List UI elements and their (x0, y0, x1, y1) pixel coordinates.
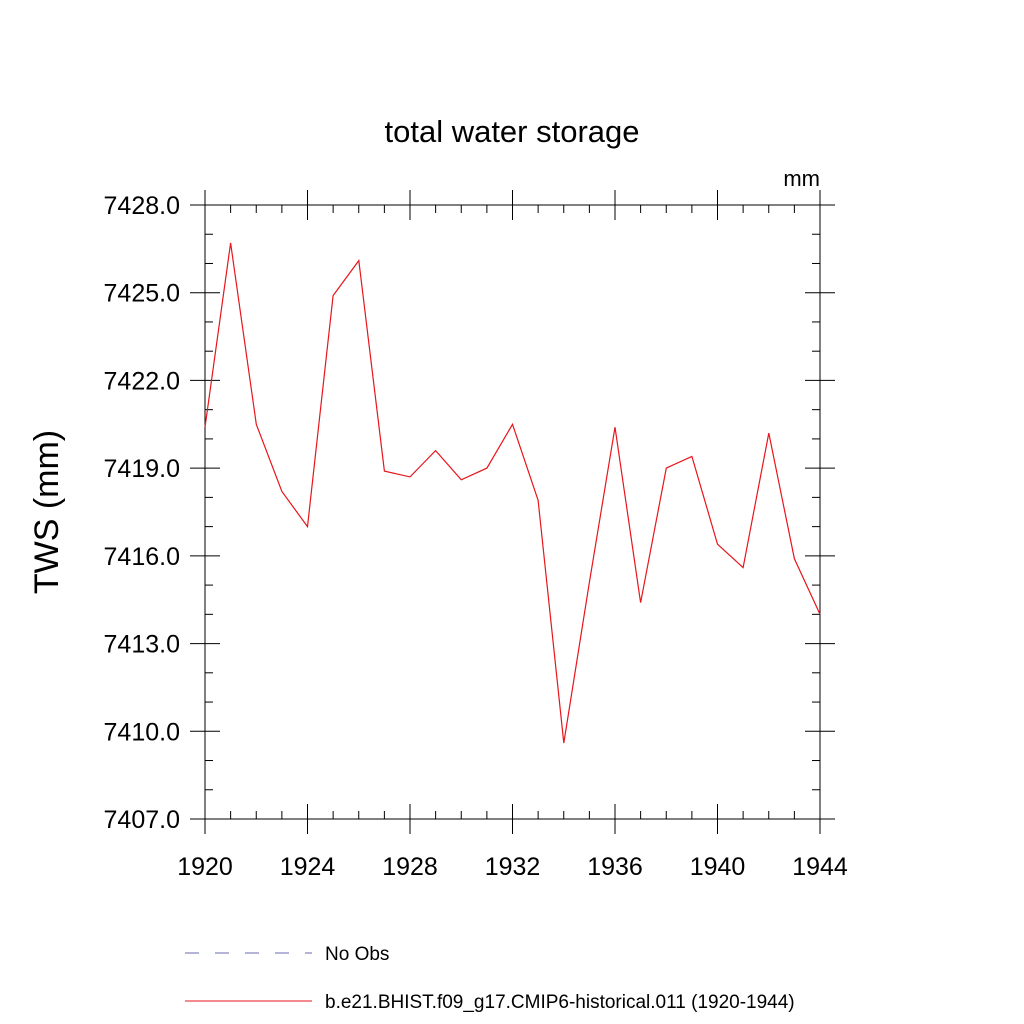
x-tick-labels: 1920 1924 1928 1932 1936 1940 1944 (177, 853, 848, 881)
series-point (306, 525, 308, 527)
minor-ticks (205, 205, 820, 819)
x-tick-label: 1924 (280, 853, 336, 881)
x-tick-label: 1936 (587, 853, 643, 881)
series-point (563, 742, 565, 744)
series-point (229, 242, 231, 244)
y-tick-label: 7419.0 (104, 455, 180, 483)
x-tick-label: 1940 (690, 853, 746, 881)
series-point (383, 470, 385, 472)
series-point (691, 455, 693, 457)
y-tick-labels: 7407.0 7410.0 7413.0 7416.0 7419.0 7422.0 7425… (104, 192, 180, 834)
y-axis-label: TWS (mm) (28, 430, 66, 594)
series-layer (204, 242, 821, 744)
y-tick-label: 7422.0 (104, 367, 180, 395)
x-tick-label: 1944 (792, 853, 848, 881)
legend-label-no-obs: No Obs (325, 944, 389, 965)
y-tick-label: 7410.0 (104, 718, 180, 746)
series-point (819, 613, 821, 615)
series-point (434, 449, 436, 451)
series-point (486, 467, 488, 469)
legend-label-historical: b.e21.BHIST.f09_g17.CMIP6-historical.011… (325, 992, 795, 1013)
x-tick-label: 1920 (177, 853, 233, 881)
series-point (332, 294, 334, 296)
series-point (409, 476, 411, 478)
series-point (588, 581, 590, 583)
series-point (742, 566, 744, 568)
y-tick-label: 7407.0 (104, 806, 180, 834)
series-point (460, 479, 462, 481)
series-point (716, 543, 718, 545)
x-tick-label: 1932 (485, 853, 541, 881)
series-point (768, 432, 770, 434)
legend: No Obs b.e21.BHIST.f09_g17.CMIP6-histori… (185, 944, 795, 1013)
y-tick-label: 7428.0 (104, 192, 180, 220)
series-point (639, 601, 641, 603)
series-point (281, 490, 283, 492)
chart-title: total water storage (384, 114, 639, 149)
x-tick-label: 1928 (382, 853, 438, 881)
series-line-0 (204, 242, 821, 744)
series-point (665, 467, 667, 469)
series-point (614, 426, 616, 428)
y-tick-label: 7425.0 (104, 280, 180, 308)
series-point (793, 558, 795, 560)
series-point (511, 423, 513, 425)
series-point (537, 499, 539, 501)
y-tick-label: 7413.0 (104, 631, 180, 659)
major-ticks (190, 190, 835, 834)
series-point (204, 426, 206, 428)
series-point (358, 259, 360, 261)
y-tick-label: 7416.0 (104, 543, 180, 571)
series-point (255, 423, 257, 425)
units-label: mm (783, 166, 820, 191)
